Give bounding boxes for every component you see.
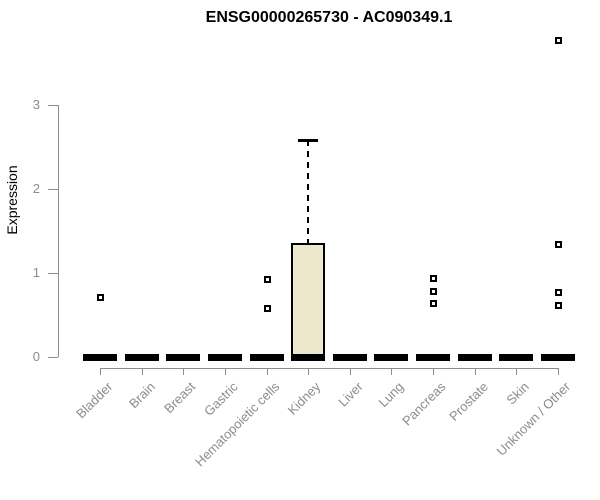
- y-tick: [48, 273, 58, 274]
- x-tick: [433, 368, 434, 375]
- x-tick: [350, 368, 351, 375]
- x-tick: [225, 368, 226, 375]
- x-tick: [558, 368, 559, 375]
- x-tick-label: Unknown / Other: [494, 379, 574, 459]
- box-median: [166, 354, 200, 361]
- outlier-point: [430, 275, 437, 282]
- x-tick: [142, 368, 143, 375]
- x-tick-label: Bladder: [73, 379, 116, 422]
- x-tick-label: Kidney: [284, 379, 324, 418]
- y-tick-label: 1: [32, 265, 40, 280]
- box-median: [374, 354, 408, 361]
- y-tick: [48, 105, 58, 106]
- outlier-point: [430, 300, 437, 307]
- chart-title: ENSG00000265730 - AC090349.1: [205, 9, 453, 26]
- box-median: [83, 354, 117, 361]
- x-tick: [391, 368, 392, 375]
- outlier-point: [264, 276, 271, 283]
- y-tick-label: 2: [32, 181, 40, 196]
- box-median: [208, 354, 242, 361]
- x-tick-label: Lung: [375, 379, 407, 411]
- box-median: [499, 354, 533, 361]
- y-tick: [48, 357, 58, 358]
- x-axis-line: [100, 368, 559, 369]
- x-tick: [308, 368, 309, 375]
- box-median: [416, 354, 450, 361]
- x-tick: [516, 368, 517, 375]
- outlier-point: [555, 241, 562, 248]
- x-tick-label: Brain: [125, 379, 158, 412]
- x-tick: [475, 368, 476, 375]
- y-tick-label: 0: [32, 349, 40, 364]
- box-median: [458, 354, 492, 361]
- outlier-point: [97, 294, 104, 301]
- box-whisker: [307, 140, 309, 243]
- x-tick: [267, 368, 268, 375]
- box-median: [125, 354, 159, 361]
- outlier-point: [430, 288, 437, 295]
- y-tick: [48, 189, 58, 190]
- box-median: [291, 354, 325, 361]
- x-tick-label: Pancreas: [399, 379, 449, 429]
- y-axis-line: [58, 105, 59, 357]
- outlier-point: [555, 302, 562, 309]
- x-tick: [100, 368, 101, 375]
- x-tick-label: Breast: [161, 379, 199, 417]
- outlier-point: [264, 305, 271, 312]
- box-median: [333, 354, 367, 361]
- box-median: [541, 354, 575, 361]
- outlier-point: [555, 289, 562, 296]
- x-tick-label: Skin: [503, 379, 532, 408]
- box: [291, 243, 325, 357]
- box-median: [250, 354, 284, 361]
- x-tick-label: Prostate: [445, 379, 491, 424]
- whisker-cap: [298, 139, 318, 142]
- x-tick-label: Liver: [335, 379, 366, 410]
- y-tick-label: 3: [32, 97, 40, 112]
- y-axis-label: Expression: [4, 165, 20, 235]
- x-tick-label: Gastric: [200, 379, 241, 419]
- outlier-point: [555, 37, 562, 44]
- x-tick: [183, 368, 184, 375]
